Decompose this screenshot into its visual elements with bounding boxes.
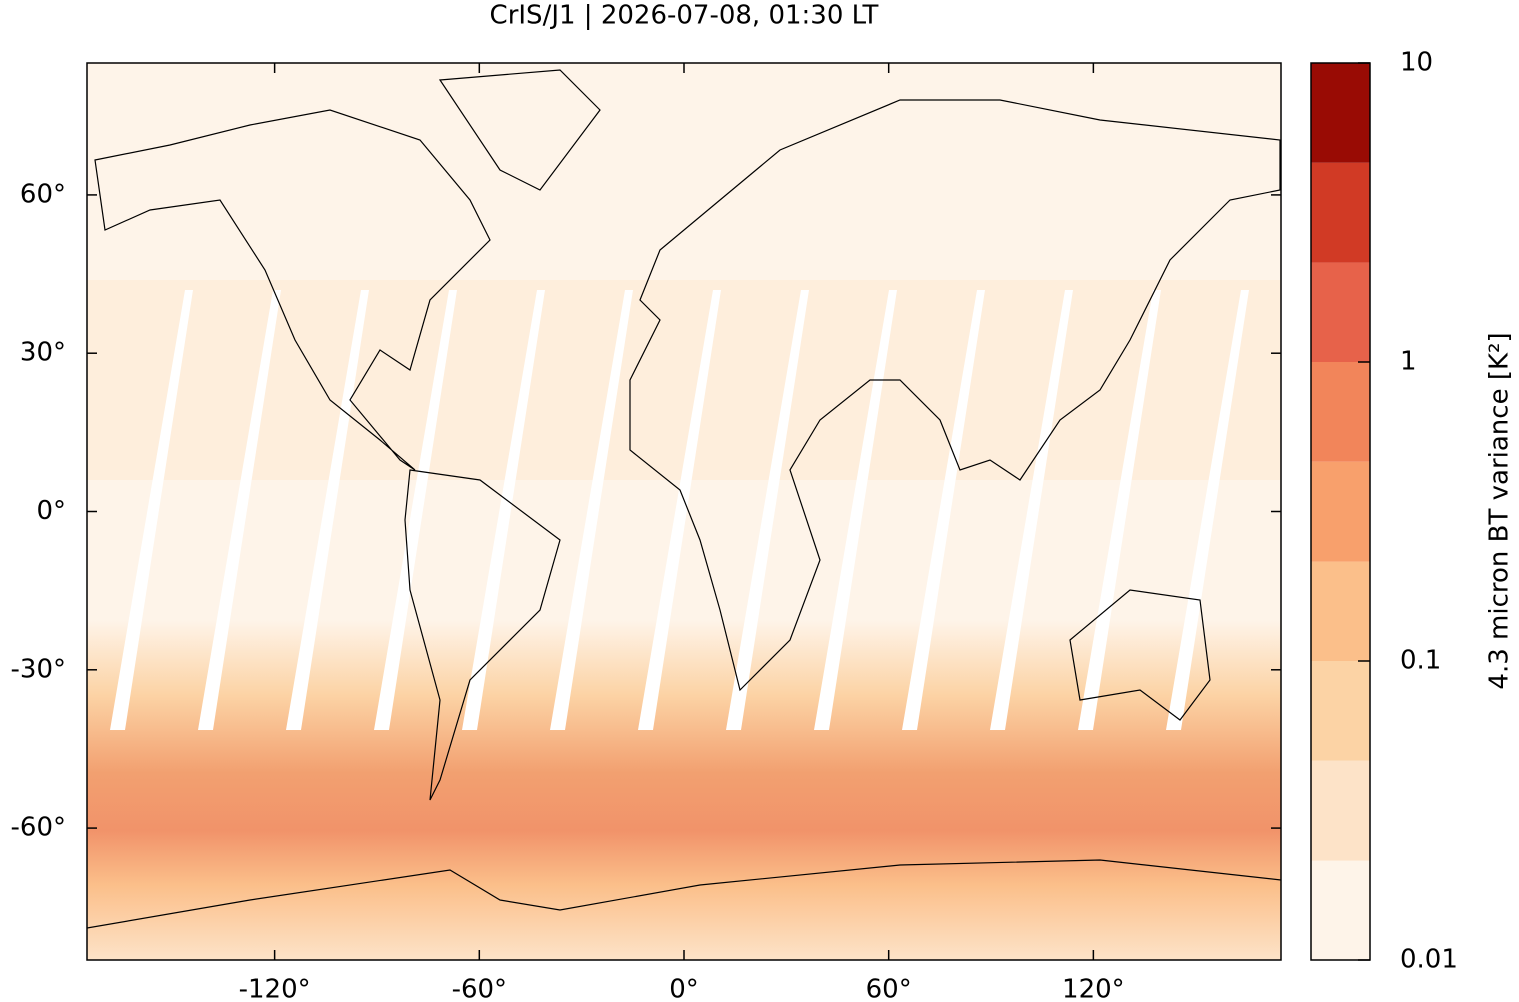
colorbar-band (1311, 561, 1370, 661)
colorbar-band (1311, 162, 1370, 263)
y-tick-label: 30° (20, 338, 66, 368)
coastline (87, 859, 1281, 929)
y-tick-label: 0° (36, 496, 66, 526)
coastline (94, 109, 491, 471)
swath-gap (902, 290, 985, 730)
mid-lat-band (87, 280, 1281, 480)
coastline (1069, 589, 1211, 721)
swath-gaps (110, 290, 1249, 730)
colorbar-band (1311, 362, 1370, 462)
colorbar-band (1311, 860, 1370, 960)
colorbar-tick-label: 0.1 (1400, 646, 1441, 676)
swath-gap (990, 290, 1073, 730)
swath-gap (550, 290, 633, 730)
x-tick-label: 0° (669, 975, 699, 1002)
y-tick-label: 60° (20, 179, 66, 209)
colorbar-band (1311, 760, 1370, 861)
colorbar-band (1311, 461, 1370, 562)
colorbar-label: 4.3 micron BT variance [K²] (1485, 332, 1515, 689)
swath-gap (1078, 290, 1161, 730)
swath-gap (638, 290, 721, 730)
coastline (404, 469, 561, 801)
swath-gap (1166, 290, 1249, 730)
x-tick-label: -60° (452, 975, 507, 1002)
colorbar-tick-label: 10 (1400, 48, 1433, 78)
swath-gap (462, 290, 545, 730)
swath-gap (198, 290, 281, 730)
x-tick-label: 120° (1062, 975, 1125, 1002)
southern-band (87, 620, 1281, 960)
colorbar-tick-label: 0.01 (1400, 945, 1458, 975)
colorbar-band (1311, 63, 1370, 163)
swath-gap (374, 290, 457, 730)
y-tick-label: -30° (11, 654, 66, 684)
swath-gap (286, 290, 369, 730)
coastline (438, 69, 601, 191)
colorbar-tick-label: 1 (1400, 347, 1417, 377)
y-tick-label: -60° (11, 813, 66, 843)
swath-gap (110, 290, 193, 730)
chart-title: CrIS/J1 | 2026-07-08, 01:30 LT (490, 1, 879, 31)
colorbar-band (1311, 262, 1370, 362)
coastline (629, 99, 1281, 692)
colorbar-frame (1310, 62, 1371, 961)
swath-gap (726, 290, 809, 730)
swath-gap (814, 290, 897, 730)
map-field (87, 63, 1281, 960)
x-tick-label: 60° (866, 975, 912, 1002)
x-tick-label: -120° (239, 975, 311, 1002)
colorbar-band (1311, 661, 1370, 761)
